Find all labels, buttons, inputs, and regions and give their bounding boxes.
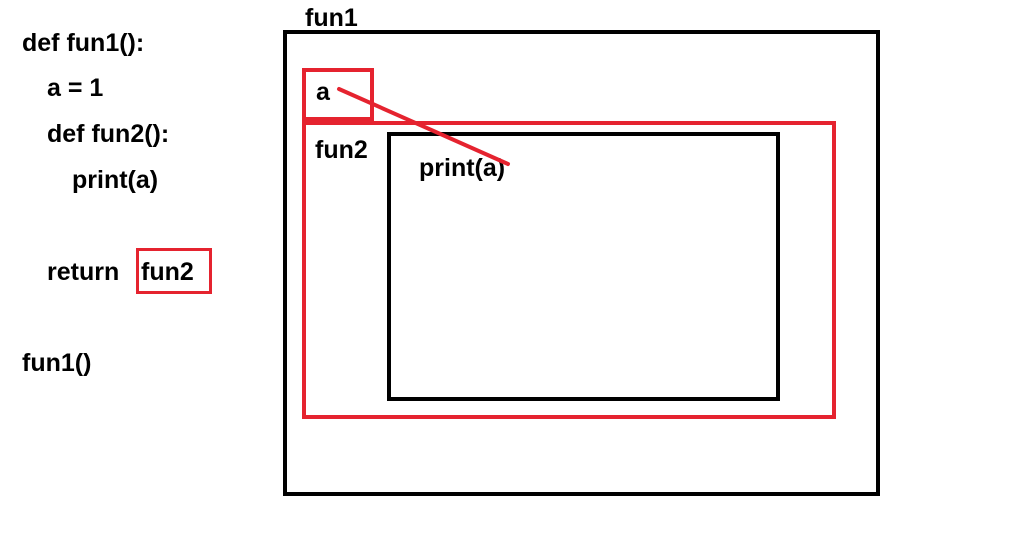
code-line-def-fun1: def fun1(): [22,29,145,57]
code-line-print-a: print(a) [72,166,159,194]
code-line-return-value: fun2 [141,258,194,286]
code-line-def-fun2: def fun2(): [47,120,170,148]
code-line-assign-a: a = 1 [47,74,104,102]
fun2-body-box [387,132,780,401]
print-a-label: print(a) [419,154,506,182]
code-line-call-fun1: fun1() [22,349,92,377]
fun1-scope-label: fun1 [305,4,358,32]
code-line-return-keyword: return [47,258,120,286]
return-value-highlight-box [136,248,212,294]
variable-a-label: a [316,78,330,106]
variable-a-box [302,68,374,121]
fun2-scope-box [302,121,836,419]
fun2-scope-label: fun2 [315,136,368,164]
fun1-scope-box [283,30,880,496]
